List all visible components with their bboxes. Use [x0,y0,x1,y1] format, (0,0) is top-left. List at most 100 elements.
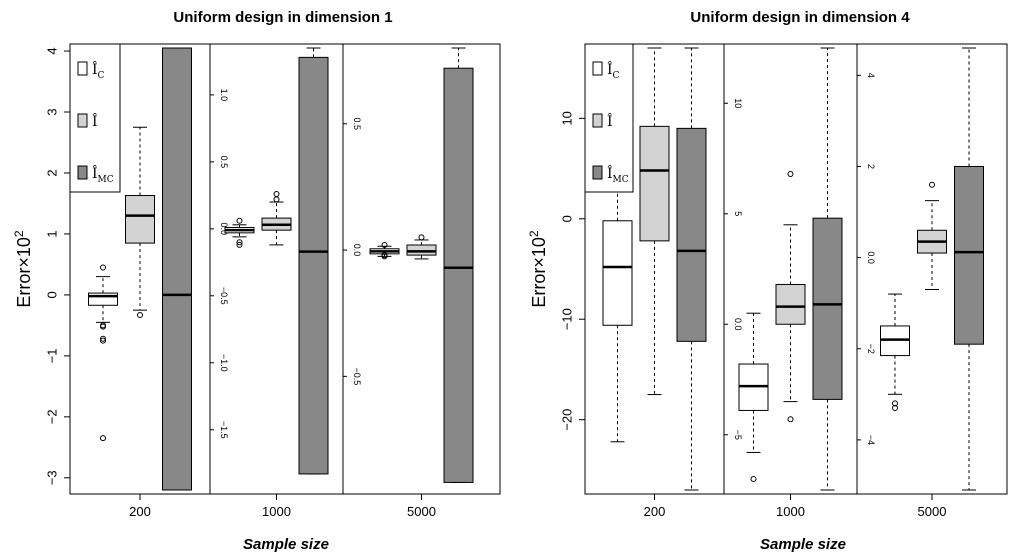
legend-label-main: Î [92,112,98,130]
box [639,125,670,242]
y-tick-label: 0.0 [866,251,876,264]
box [406,244,437,256]
boxplot-ic [738,312,769,482]
box [162,47,192,491]
boxplot-ic [88,264,118,442]
outlier-point [787,416,794,423]
y-tick-label: −1.5 [219,421,229,439]
legend-swatch [77,61,88,76]
y-tick-label: 0.5 [219,156,229,169]
y-tick-label: 1 [45,230,60,237]
outlier-point [381,242,388,249]
chart-title: Uniform design in dimension 4 [690,9,910,26]
legend-label: ÎMC [607,164,629,185]
legend-label-subscript: MC [613,175,629,185]
x-tick-label: 1000 [776,504,805,519]
legend-label-main: Î [92,164,98,182]
outlier-point [273,190,280,197]
boxplot-ic [369,242,400,260]
y-tick-label: 1.0 [219,89,229,102]
outlier-point [236,241,243,248]
y-axis-label-exponent: 2 [527,230,541,237]
outlier-point [100,337,106,344]
box [676,127,707,342]
y-tick-label: 0.0 [733,318,743,331]
boxplot-imc [443,47,474,483]
outlier-point [892,404,898,411]
y-tick-label: −5 [733,430,743,440]
boxplot-ic [602,155,633,443]
y-tick-label: 0 [560,215,575,222]
y-tick-label: −2 [866,344,876,354]
boxplot-ic [880,293,910,411]
outlier-point [100,435,106,442]
x-tick-label: 200 [644,504,666,519]
boxplot-imc [298,47,329,475]
outlier-point [137,312,143,319]
y-axis-label: Error×102 [12,230,34,308]
chart-title: Uniform design in dimension 1 [173,9,392,26]
y-tick-label: 2 [866,164,876,169]
y-axis-label: Error×102 [527,230,549,308]
boxplot-ic [224,217,255,248]
y-tick-label: 2 [45,169,60,176]
plot-frame [584,43,1008,495]
box [775,283,806,325]
legend-label: Î [607,112,613,130]
box [125,195,155,244]
outlier-point [100,323,106,330]
y-tick-label: −20 [560,409,575,431]
legend-label-main: Î [607,164,613,182]
legend-swatch [592,113,603,128]
boxplot-imc [676,47,707,491]
x-axis-label: Sample size [243,536,329,553]
y-tick-label: −2 [45,409,60,424]
x-tick-label: 5000 [407,504,436,519]
plot-frame [69,43,501,495]
boxplot-i [639,47,670,396]
outlier-point [929,181,935,188]
x-tick-label: 1000 [262,504,291,519]
y-tick-label: 10 [733,98,743,108]
box [954,165,984,345]
y-tick-label: −1 [45,348,60,363]
y-tick-label: 4 [45,47,60,54]
legend-label-main: Î [92,60,98,78]
x-tick-label: 200 [129,504,151,519]
y-tick-label: −10 [560,308,575,330]
boxplot-imc [162,47,192,491]
legend-label-subscript: C [98,71,105,81]
y-tick-label: 10 [560,111,575,125]
y-axis-label-exponent: 2 [12,230,26,237]
outlier-point [100,264,106,271]
box [812,217,843,400]
legend-label-subscript: C [613,71,620,81]
boxplot-i [125,126,155,319]
outlier-point [236,239,243,246]
legend-swatch [77,113,88,128]
outlier-point [750,475,757,482]
y-tick-label: 0.0 [219,223,229,236]
y-tick-label: −0.5 [352,367,362,385]
y-tick-label: 0.0 [352,244,362,257]
outlier-point [273,196,280,203]
legend-label: ÎC [92,60,105,81]
boxplot-imc [812,47,843,491]
boxplot-i [406,234,437,260]
boxplot-i [261,190,292,246]
boxplot-imc [954,47,984,491]
legend-swatch [77,165,88,180]
x-axis-label: Sample size [760,536,846,553]
y-tick-label: −0.5 [219,287,229,305]
y-tick-label: 0 [45,291,60,298]
legend-swatch [592,61,603,76]
y-tick-label: 3 [45,108,60,115]
y-tick-label: −1.0 [219,354,229,372]
y-axis-label-main: Error×10 [529,237,549,308]
outlier-point [100,335,106,342]
box [298,56,329,475]
legend-label-main: Î [607,112,613,130]
